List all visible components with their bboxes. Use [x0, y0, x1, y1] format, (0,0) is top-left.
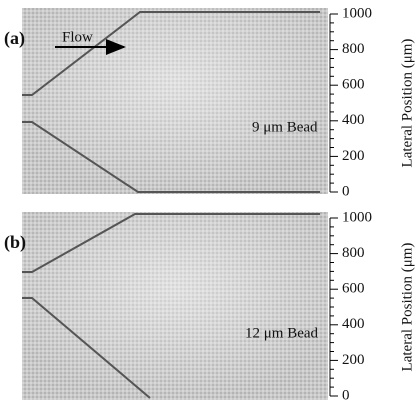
panel-label: (b)	[4, 232, 26, 253]
tick-label: 200	[342, 148, 365, 164]
tick-label: 800	[342, 245, 365, 261]
micrograph-a	[22, 8, 328, 194]
tick-label: 0	[342, 183, 350, 199]
tick-label: 200	[342, 352, 365, 368]
micrograph-b	[22, 212, 328, 400]
flow-label: Flow	[62, 29, 93, 45]
tick-label: 400	[342, 112, 365, 128]
annotation: 12 μm Bead	[245, 325, 319, 341]
panel-label: (a)	[4, 28, 25, 49]
tick-label: 800	[342, 41, 365, 57]
tick-label: 600	[342, 77, 365, 93]
annotation: 9 μm Bead	[252, 119, 318, 135]
tick-label: 600	[342, 281, 365, 297]
tick-label: 1000	[342, 5, 372, 21]
axis-label: Lateral Position (μm)	[399, 39, 415, 168]
tick-label: 400	[342, 316, 365, 332]
tick-label: 1000	[342, 209, 372, 225]
axis-label: Lateral Position (μm)	[399, 243, 415, 372]
tick-label: 0	[342, 387, 350, 403]
